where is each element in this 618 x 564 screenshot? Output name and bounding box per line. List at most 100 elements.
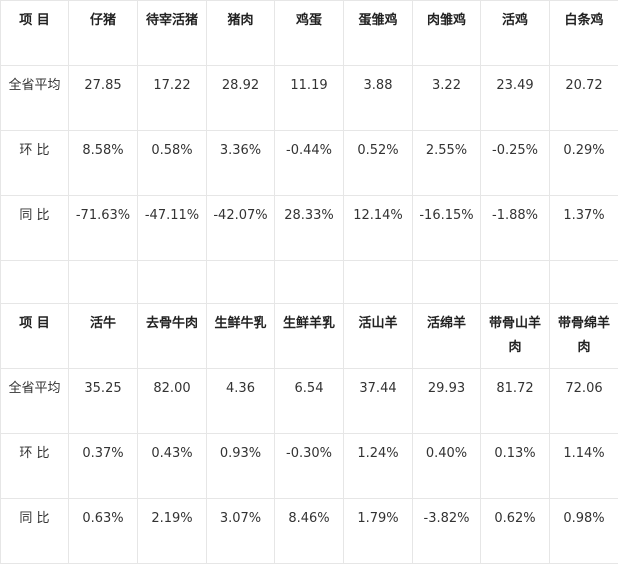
- value-cell: 29.93: [413, 369, 481, 434]
- header-product-text: 活山羊: [350, 312, 406, 336]
- value-cell: 0.43%: [138, 434, 207, 499]
- value-cell: 3.36%: [207, 131, 275, 196]
- header-row: 项 目活牛去骨牛肉生鲜牛乳生鲜羊乳活山羊活绵羊带骨山羊肉带骨绵羊肉: [1, 304, 618, 369]
- value-cell: -0.44%: [275, 131, 344, 196]
- header-product: 蛋雏鸡: [344, 1, 413, 66]
- value-cell-text: 29.93: [419, 377, 474, 401]
- spacer-cell: [413, 261, 481, 304]
- header-product: 去骨牛肉: [138, 304, 207, 369]
- value-cell-text: -16.15%: [419, 204, 474, 228]
- value-cell: -16.15%: [413, 196, 481, 261]
- row-label: 环 比: [1, 434, 69, 499]
- header-product: 带骨山羊肉: [481, 304, 550, 369]
- header-product-text: 活绵羊: [419, 312, 474, 336]
- value-cell-text: 2.55%: [419, 139, 474, 163]
- value-cell: 17.22: [138, 66, 207, 131]
- header-product: 猪肉: [207, 1, 275, 66]
- value-cell: 11.19: [275, 66, 344, 131]
- value-cell-text: -0.44%: [281, 139, 337, 163]
- value-cell: 3.88: [344, 66, 413, 131]
- spacer-cell: [344, 261, 413, 304]
- value-cell: 20.72: [550, 66, 618, 131]
- header-product: 活鸡: [481, 1, 550, 66]
- header-product: 生鲜牛乳: [207, 304, 275, 369]
- value-cell-text: 0.37%: [75, 442, 131, 466]
- header-product-text: 猪肉: [213, 9, 268, 33]
- header-product-text: 肉雏鸡: [419, 9, 474, 33]
- value-cell: -42.07%: [207, 196, 275, 261]
- value-cell-text: -3.82%: [419, 507, 474, 531]
- value-cell-text: 81.72: [487, 377, 543, 401]
- value-cell: 2.19%: [138, 499, 207, 564]
- value-cell-text: 0.13%: [487, 442, 543, 466]
- header-row: 项 目仔猪待宰活猪猪肉鸡蛋蛋雏鸡肉雏鸡活鸡白条鸡: [1, 1, 618, 66]
- header-item-label: 项 目: [1, 304, 69, 369]
- value-cell: 4.36: [207, 369, 275, 434]
- value-cell: 0.98%: [550, 499, 618, 564]
- value-cell: 1.37%: [550, 196, 618, 261]
- value-cell-text: 23.49: [487, 74, 543, 98]
- header-product: 带骨绵羊肉: [550, 304, 618, 369]
- value-cell: 0.29%: [550, 131, 618, 196]
- value-cell-text: 12.14%: [350, 204, 406, 228]
- value-cell-text: 35.25: [75, 377, 131, 401]
- value-cell-text: 28.33%: [281, 204, 337, 228]
- value-cell: 0.52%: [344, 131, 413, 196]
- header-product: 活牛: [69, 304, 138, 369]
- spacer-cell: [138, 261, 207, 304]
- header-item-label: 项 目: [1, 1, 69, 66]
- value-cell: 0.37%: [69, 434, 138, 499]
- header-product-text: 蛋雏鸡: [350, 9, 406, 33]
- spacer-cell: [275, 261, 344, 304]
- value-cell-text: 4.36: [213, 377, 268, 401]
- header-product-text: 生鲜羊乳: [281, 312, 337, 336]
- header-product-text: 带骨绵羊肉: [556, 312, 612, 360]
- row-label-text: 环 比: [7, 442, 62, 466]
- value-cell: 3.22: [413, 66, 481, 131]
- value-cell: 8.58%: [69, 131, 138, 196]
- value-cell: 0.62%: [481, 499, 550, 564]
- value-cell: 0.13%: [481, 434, 550, 499]
- value-cell: 2.55%: [413, 131, 481, 196]
- value-cell: 3.07%: [207, 499, 275, 564]
- spacer-cell: [481, 261, 550, 304]
- value-cell: 8.46%: [275, 499, 344, 564]
- spacer-cell: [207, 261, 275, 304]
- value-cell: 28.33%: [275, 196, 344, 261]
- value-cell-text: 82.00: [144, 377, 200, 401]
- value-cell: -47.11%: [138, 196, 207, 261]
- header-product: 活山羊: [344, 304, 413, 369]
- header-product: 白条鸡: [550, 1, 618, 66]
- value-cell: -3.82%: [413, 499, 481, 564]
- value-cell: 72.06: [550, 369, 618, 434]
- value-cell-text: -0.30%: [281, 442, 337, 466]
- header-product: 生鲜羊乳: [275, 304, 344, 369]
- value-cell-text: 8.46%: [281, 507, 337, 531]
- value-cell-text: 0.58%: [144, 139, 200, 163]
- value-cell-text: 3.36%: [213, 139, 268, 163]
- value-cell-text: -47.11%: [144, 204, 200, 228]
- value-cell-text: 1.24%: [350, 442, 406, 466]
- value-cell-text: 2.19%: [144, 507, 200, 531]
- header-product: 肉雏鸡: [413, 1, 481, 66]
- header-product: 活绵羊: [413, 304, 481, 369]
- value-cell: -0.25%: [481, 131, 550, 196]
- value-cell: 27.85: [69, 66, 138, 131]
- row-label-text: 全省平均: [7, 74, 62, 98]
- header-item-label-text: 项 目: [7, 312, 62, 336]
- value-cell-text: 37.44: [350, 377, 406, 401]
- row-label-text: 环 比: [7, 139, 62, 163]
- value-cell-text: 0.40%: [419, 442, 474, 466]
- header-product-text: 白条鸡: [556, 9, 612, 33]
- value-cell-text: 17.22: [144, 74, 200, 98]
- value-cell: -71.63%: [69, 196, 138, 261]
- value-cell-text: 72.06: [556, 377, 612, 401]
- value-cell-text: 0.93%: [213, 442, 268, 466]
- value-cell-text: 0.29%: [556, 139, 612, 163]
- value-cell-text: 0.63%: [75, 507, 131, 531]
- value-cell-text: 0.52%: [350, 139, 406, 163]
